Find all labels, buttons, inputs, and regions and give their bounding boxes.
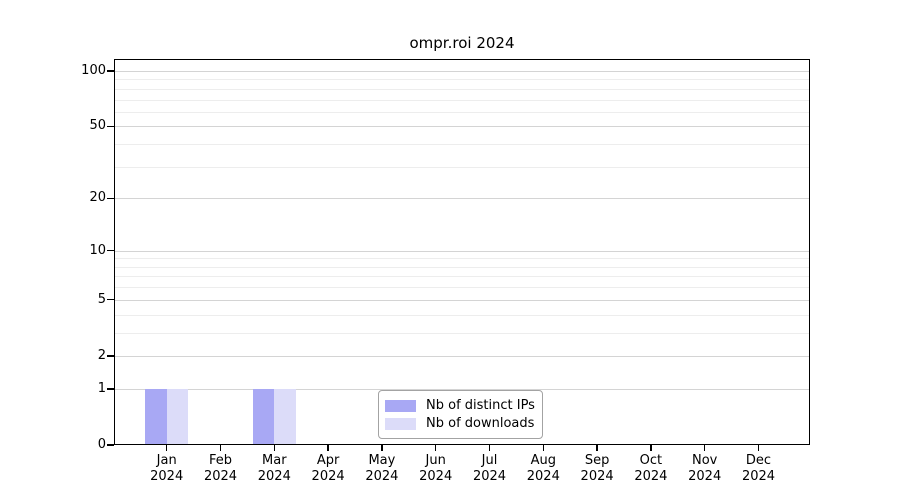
- bar-downloads: [274, 388, 296, 445]
- major-gridline: [114, 250, 810, 252]
- x-axis-tick-label: Oct 2024: [621, 453, 681, 484]
- y-axis-tick: [107, 388, 114, 390]
- y-axis-tick-label: 5: [97, 291, 106, 307]
- x-axis-tick-label: Jul 2024: [460, 453, 520, 484]
- x-tick-month: Jul: [481, 453, 498, 468]
- x-axis-tick: [166, 445, 168, 451]
- x-tick-year: 2024: [580, 468, 614, 484]
- minor-gridline: [114, 332, 810, 334]
- y-axis-tick-label: 100: [81, 62, 106, 78]
- minor-gridline: [114, 258, 810, 260]
- x-tick-month: Aug: [530, 453, 556, 468]
- x-axis-tick-label: Mar 2024: [244, 453, 304, 484]
- minor-gridline: [114, 276, 810, 278]
- bar-downloads: [166, 388, 189, 445]
- x-axis-tick-label: May 2024: [352, 453, 412, 484]
- y-axis-tick-label: 50: [89, 118, 106, 134]
- minor-gridline: [114, 287, 810, 289]
- y-axis-tick-label: 1: [97, 380, 106, 396]
- plot-area: [114, 59, 810, 445]
- bar-distinct-ips: [145, 388, 167, 445]
- x-tick-month: May: [368, 453, 396, 468]
- x-tick-year: 2024: [257, 468, 291, 484]
- x-axis-tick-label: Aug 2024: [513, 453, 573, 484]
- legend: Nb of distinct IPs Nb of downloads: [378, 390, 543, 439]
- x-axis-tick-label: Dec 2024: [729, 453, 789, 484]
- downloads-swatch-icon: [385, 417, 416, 430]
- major-gridline: [114, 126, 810, 128]
- x-axis-tick: [327, 445, 329, 451]
- x-tick-month: Nov: [692, 453, 718, 468]
- y-axis-tick: [107, 125, 114, 128]
- x-axis-tick-label: Sep 2024: [567, 453, 627, 484]
- y-axis-tick-label: 20: [89, 190, 106, 206]
- minor-gridline: [114, 88, 810, 90]
- y-axis-tick: [107, 70, 114, 72]
- chart-title: ompr.roi 2024: [409, 34, 515, 52]
- x-tick-year: 2024: [741, 468, 776, 484]
- bar-distinct-ips: [252, 388, 275, 445]
- x-tick-month: Jun: [425, 453, 446, 468]
- x-tick-month: Oct: [639, 453, 663, 468]
- x-axis-tick: [757, 445, 760, 451]
- x-tick-year: 2024: [688, 468, 722, 484]
- distinct-ips-swatch-icon: [385, 399, 416, 412]
- legend-item-downloads: Nb of downloads: [385, 417, 542, 430]
- y-axis-tick: [107, 355, 114, 357]
- x-axis-tick-label: Jun 2024: [406, 453, 466, 484]
- x-tick-year: 2024: [419, 468, 453, 484]
- x-tick-year: 2024: [203, 468, 238, 484]
- y-axis-tick: [107, 197, 114, 199]
- x-tick-year: 2024: [472, 468, 507, 484]
- x-axis-tick: [273, 445, 275, 451]
- x-tick-month: Feb: [208, 453, 233, 468]
- y-axis-tick: [107, 444, 114, 446]
- x-axis-tick-label: Feb 2024: [191, 453, 251, 484]
- x-tick-month: Mar: [262, 453, 287, 468]
- legend-label-downloads: Nb of downloads: [426, 416, 535, 431]
- y-axis-tick: [107, 249, 114, 252]
- x-axis-tick: [488, 445, 491, 451]
- y-axis-tick-label: 2: [97, 347, 106, 363]
- x-tick-month: Apr: [316, 453, 340, 468]
- x-axis-tick-label: Jan 2024: [137, 453, 197, 484]
- legend-label-distinct-ips: Nb of distinct IPs: [426, 398, 535, 413]
- x-tick-year: 2024: [634, 468, 668, 484]
- minor-gridline: [114, 144, 810, 146]
- legend-item-distinct-ips: Nb of distinct IPs: [385, 399, 542, 412]
- x-axis-tick: [435, 445, 437, 451]
- y-axis-tick-label: 10: [89, 242, 106, 258]
- y-axis-tick: [107, 299, 114, 301]
- x-tick-year: 2024: [311, 468, 345, 484]
- x-axis-tick-label: Nov 2024: [675, 453, 735, 484]
- x-tick-month: Dec: [745, 453, 772, 468]
- y-axis-tick-label: 0: [97, 437, 106, 452]
- minor-gridline: [114, 314, 810, 316]
- minor-gridline: [114, 266, 810, 268]
- minor-gridline: [114, 79, 810, 81]
- major-gridline: [114, 388, 810, 390]
- x-axis-tick-label: Apr 2024: [298, 453, 358, 484]
- major-gridline: [114, 355, 810, 357]
- x-tick-year: 2024: [365, 468, 399, 484]
- minor-gridline: [114, 99, 810, 101]
- x-axis-tick: [381, 445, 383, 451]
- x-tick-month: Jan: [156, 453, 177, 468]
- x-axis-tick: [596, 445, 598, 451]
- minor-gridline: [114, 111, 810, 113]
- major-gridline: [114, 299, 810, 301]
- major-gridline: [114, 70, 810, 72]
- x-axis-tick: [704, 445, 706, 451]
- x-tick-month: Sep: [584, 453, 610, 468]
- minor-gridline: [114, 166, 810, 168]
- x-axis-tick: [542, 445, 544, 451]
- x-tick-year: 2024: [150, 468, 184, 484]
- x-tick-year: 2024: [526, 468, 560, 484]
- x-axis-tick: [219, 445, 222, 451]
- major-gridline: [114, 198, 810, 200]
- x-axis-tick: [650, 445, 652, 451]
